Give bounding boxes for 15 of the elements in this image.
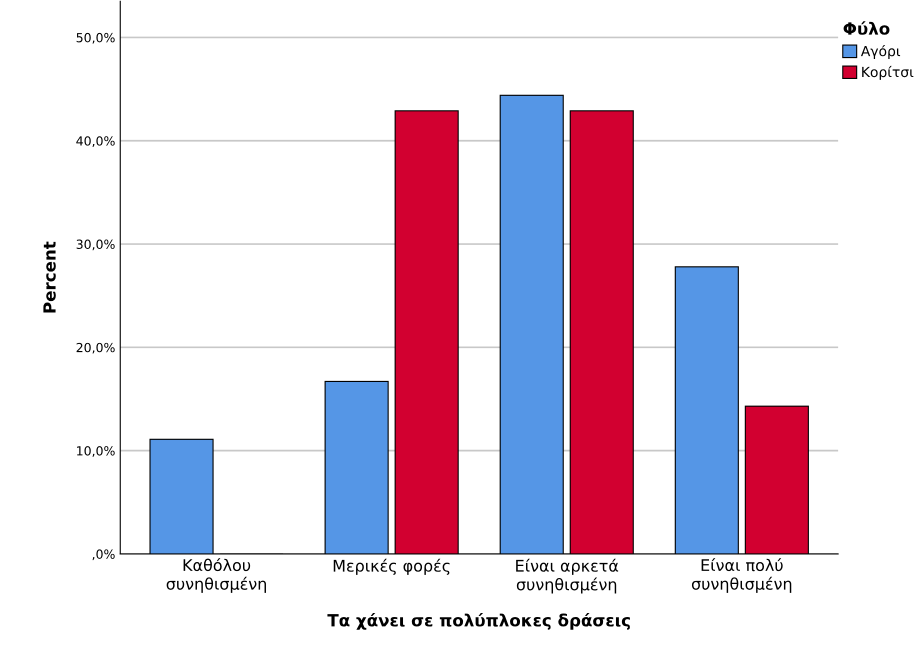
x-axis-title: Τα χάνει σε πολύπλοκες δράσεις: [327, 612, 630, 630]
x-tick-label: Μερικές φορές: [334, 558, 450, 575]
x-tick-label: Είναι αρκετά συνηθισμένη: [516, 558, 618, 594]
y-tick-label: 10,0%: [77, 446, 115, 457]
y-tick-label: 30,0%: [76, 240, 115, 250]
legend-title: Φύλο: [844, 21, 890, 35]
y-tick-label: 50,0%: [76, 32, 115, 44]
x-tick-label: Καθόλου συνηθισμένη: [166, 558, 266, 593]
legend-label: Κορίτσι: [862, 66, 914, 80]
y-tick-label: 20,0%: [76, 342, 115, 354]
legend-label: Αγόρι: [860, 44, 900, 59]
y-tick-label: 40,0%: [76, 136, 115, 147]
y-axis-title: Percent: [43, 242, 56, 312]
x-tick-label: Είναι πολύ συνηθισμένη: [692, 558, 792, 593]
y-tick-label: ,0%: [92, 549, 115, 560]
